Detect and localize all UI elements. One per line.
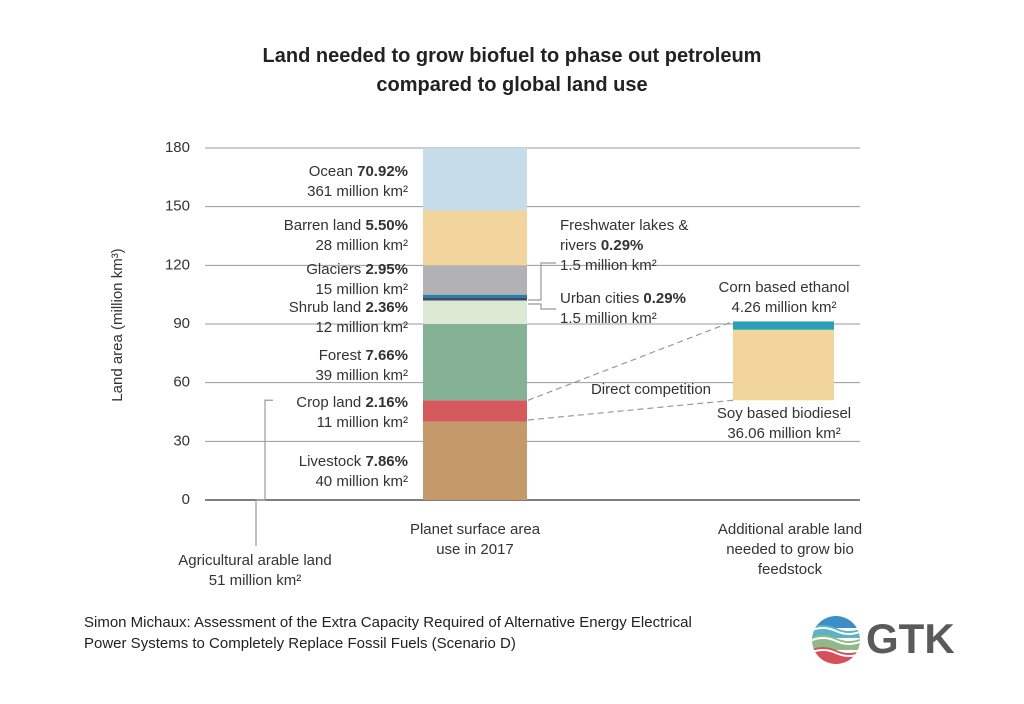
segment-share: 2.36% (365, 299, 408, 316)
segment-value-label: 28 million km² (315, 237, 408, 254)
bar-segment (423, 210, 527, 266)
segment-share: 7.86% (365, 453, 408, 470)
bar-segment (423, 297, 527, 301)
y-tick-label: 150 (165, 198, 190, 215)
leader-line (528, 262, 556, 301)
segment-share: 2.16% (365, 394, 408, 411)
segment-label: Livestock 7.86% 40 million km² (299, 452, 408, 492)
segment-label: Freshwater lakes & rivers 0.29% 1.5 milli… (560, 216, 700, 276)
segment-share: 5.50% (365, 217, 408, 234)
bar-segment (423, 400, 527, 422)
leader-line (528, 303, 556, 310)
segment-value-label: 12 million km² (315, 319, 408, 336)
bar-segment (733, 329, 834, 401)
segment-value-label: 39 million km² (315, 367, 408, 384)
arable-bracket (255, 399, 273, 546)
segment-label: Glaciers 2.95% 15 million km² (306, 260, 408, 300)
segment-name: Glaciers (306, 261, 362, 278)
logo-mark (812, 616, 860, 664)
segment-label: Soy based biodiesel 36.06 million km² (684, 404, 884, 444)
bar-segment (423, 294, 527, 298)
competition-label: Direct competition (591, 381, 711, 398)
segment-value-label: 40 million km² (315, 473, 408, 490)
arable-name: Agricultural arable land (178, 552, 332, 569)
arable-label: Agricultural arable land 51 million km² (155, 551, 355, 591)
segment-name: Crop land (296, 394, 362, 411)
x-tick-label: Planet surface area use in 2017 (409, 521, 541, 558)
segment-name: Ocean (308, 163, 353, 180)
segment-name: Livestock (298, 453, 362, 470)
x-tick-label: Additional arable land needed to grow bi… (717, 521, 863, 578)
segment-label: Shrub land 2.36% 12 million km² (289, 298, 408, 338)
segment-value-label: 1.5 million km² (560, 310, 657, 327)
segment-label: Forest 7.66% 39 million km² (315, 346, 408, 386)
segment-label: Barren land 5.50% 28 million km² (284, 216, 408, 256)
segment-value-label: 4.26 million km² (731, 299, 837, 316)
segment-name: Soy based biodiesel (716, 405, 852, 422)
bar-segment (423, 300, 527, 324)
segment-name: Freshwater lakes & rivers (560, 217, 689, 254)
segment-share: 2.95% (365, 261, 408, 278)
y-tick-label: 90 (173, 315, 190, 332)
y-tick-label: 60 (173, 374, 190, 391)
bar-segment (423, 421, 527, 500)
segment-value-label: 1.5 million km² (560, 257, 657, 274)
segment-share: 0.29% (643, 290, 686, 307)
arable-value-label: 51 million km² (208, 572, 302, 589)
segment-label: Crop land 2.16% 11 million km² (296, 393, 408, 433)
logo-text: GTK (866, 615, 955, 662)
segment-name: Barren land (283, 217, 362, 234)
segment-value-label: 15 million km² (315, 281, 408, 298)
source: Simon Michaux: Assessment of the Extra C… (84, 614, 692, 652)
segment-name: Shrub land (288, 299, 362, 316)
segment-share: 70.92% (357, 163, 408, 180)
leader-line (527, 399, 734, 421)
y-tick-label: 0 (182, 491, 190, 508)
y-tick-label: 180 (165, 139, 190, 156)
segment-value-label: 36.06 million km² (727, 425, 841, 442)
y-axis-label: Land area (million km³) (109, 248, 126, 401)
y-tick-label: 120 (165, 256, 190, 273)
segment-label: Corn based ethanol 4.26 million km² (684, 278, 884, 318)
y-tick-label: 30 (173, 432, 190, 449)
bar-segment (423, 265, 527, 295)
leader-line (527, 320, 734, 401)
bar-segment (733, 321, 834, 330)
grid: 0 30 60 90 120 150 180 (165, 139, 860, 508)
bars (423, 148, 834, 500)
bar-segment (423, 148, 527, 211)
segment-name: Urban cities (560, 290, 640, 307)
segment-label: Ocean 70.92% 361 million km² (307, 162, 408, 202)
segment-name: Corn based ethanol (718, 279, 850, 296)
chart-title: Land needed to grow biofuel to phase out… (262, 45, 762, 96)
segment-label: Urban cities 0.29% 1.5 million km² (560, 289, 686, 329)
segment-share: 7.66% (365, 347, 408, 364)
bar-segment (423, 324, 527, 401)
segment-name: Forest (318, 347, 362, 364)
segment-value-label: 361 million km² (307, 183, 408, 200)
segment-share: 0.29% (600, 237, 644, 254)
segment-value-label: 11 million km² (316, 414, 408, 431)
